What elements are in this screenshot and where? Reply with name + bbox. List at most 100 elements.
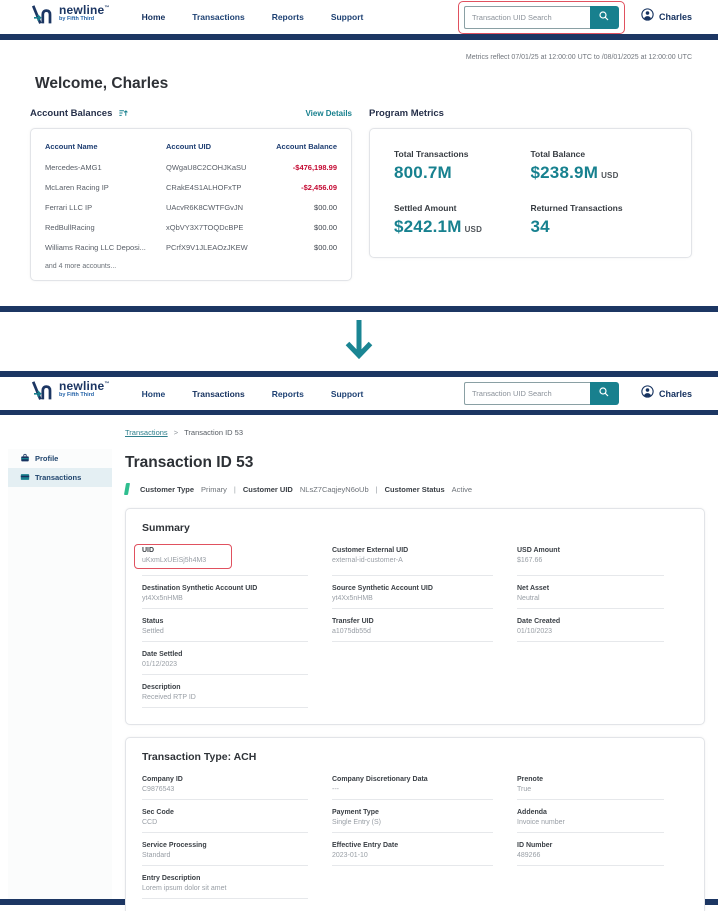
more-accounts-note[interactable]: and 4 more accounts...: [45, 263, 117, 270]
user-menu[interactable]: Charles: [641, 8, 692, 26]
col-account-uid: Account UID: [165, 142, 211, 151]
transaction-detail-body: Profile Transactions Transactions > Tran…: [0, 415, 718, 911]
field-company-id: Company ID C9876543: [142, 776, 308, 800]
brand-name: newline™: [59, 379, 110, 393]
sidebar-item-label: Transactions: [35, 473, 82, 482]
brand-name: newline™: [59, 2, 110, 17]
field-date-settled: Date Settled 01/12/2023: [142, 651, 308, 675]
brand-subtitle: by Fifth Third: [59, 392, 95, 398]
nav-support[interactable]: Support: [330, 12, 364, 22]
uid-highlight-box: UID uKxmLxUEiSj5h4M3: [134, 544, 232, 569]
nav-reports[interactable]: Reports: [271, 388, 304, 399]
field-usd-amount: USD Amount $167.66: [517, 547, 664, 576]
customer-info-bar: Customer Type Primary | Customer UID NLs…: [123, 483, 705, 495]
top-navbar: newline™ by Fifth Third Home Transaction…: [0, 377, 718, 410]
account-uid: xQbVY3X7TOQDcBPE: [165, 222, 244, 232]
account-name: McLaren Racing IP: [45, 182, 109, 192]
sidebar-item-profile[interactable]: Profile: [8, 449, 112, 468]
customer-uid-label: Customer UID: [242, 484, 293, 494]
program-metrics-title: Program Metrics: [369, 107, 444, 119]
user-name: Charles: [658, 388, 692, 399]
search-input[interactable]: [463, 382, 590, 405]
metrics-date-note: Metrics reflect 07/01/25 at 12:00:00 UTC…: [465, 54, 692, 61]
main-nav: Home Transactions Reports Support: [142, 12, 364, 22]
divider-bar: [0, 306, 718, 312]
field-date-created: Date Created 01/10/2023: [517, 618, 664, 642]
field-id-number: ID Number 489266: [517, 842, 664, 866]
nav-home[interactable]: Home: [141, 388, 166, 399]
customer-status-label: Customer Status: [384, 484, 445, 494]
nav-transactions[interactable]: Transactions: [192, 12, 245, 22]
newline-logo-mark-icon: [30, 380, 54, 407]
table-row: McLaren Racing IP CRakE4S1ALHOFxTP -$2,4…: [45, 177, 337, 197]
field-source-synthetic-account-uid: Source Synthetic Account UID yt4Xx5nHMB: [332, 585, 493, 609]
customer-status-value: Active: [451, 484, 473, 494]
field-sec-code: Sec Code CCD: [142, 809, 308, 833]
field-addenda: Addenda Invoice number: [517, 809, 664, 833]
field-status: Status Settled: [142, 618, 308, 642]
breadcrumb-transactions-link[interactable]: Transactions: [125, 428, 168, 437]
breadcrumb: Transactions > Transaction ID 53: [125, 415, 705, 437]
metric-returned-transactions: Returned Transactions 34: [530, 203, 623, 236]
search-icon: [598, 386, 610, 401]
ach-card: Transaction Type: ACH Company ID C987654…: [125, 737, 705, 911]
summary-card: Summary UID uKxmLxUEiSj5h4M3 Customer Ex…: [125, 508, 705, 725]
nav-reports[interactable]: Reports: [271, 12, 304, 22]
account-name: Williams Racing LLC Deposi...: [45, 242, 146, 252]
breadcrumb-separator: >: [173, 428, 179, 437]
metric-total-transactions: Total Transactions 800.7M: [394, 149, 469, 182]
avatar-icon: [641, 8, 654, 26]
nav-transactions[interactable]: Transactions: [192, 388, 245, 399]
program-metrics-card: Total Transactions 800.7M Total Balance …: [369, 128, 692, 258]
field-uid: UID uKxmLxUEiSj5h4M3: [134, 544, 308, 576]
page-title: Transaction ID 53: [125, 454, 254, 471]
sidebar-item-transactions[interactable]: Transactions: [8, 468, 112, 487]
col-account-name: Account Name: [45, 142, 98, 151]
search-input[interactable]: [463, 5, 590, 29]
divider-bar: [0, 34, 718, 40]
field-net-asset: Net Asset Neutral: [517, 585, 664, 609]
view-details-link[interactable]: View Details: [305, 108, 352, 118]
field-service-processing: Service Processing Standard: [142, 842, 308, 866]
account-name: RedBullRacing: [45, 222, 95, 232]
user-name: Charles: [658, 12, 692, 22]
nav-support[interactable]: Support: [330, 388, 364, 399]
briefcase-icon: [20, 453, 30, 465]
transition-gap: [0, 312, 718, 371]
summary-title: Summary: [142, 522, 190, 534]
account-balances-title: Account Balances: [30, 107, 113, 119]
table-row: Ferrari LLC IP UAcvR6K8CWTFGvJN $00.00: [45, 197, 337, 217]
user-menu[interactable]: Charles: [641, 384, 692, 403]
nav-home[interactable]: Home: [141, 12, 166, 22]
newline-logo[interactable]: newline™ by Fifth Third: [30, 380, 110, 407]
divider-bar: [0, 371, 718, 377]
brand-subtitle: by Fifth Third: [59, 15, 95, 22]
active-status-flag-icon: [123, 483, 131, 495]
field-payment-type: Payment Type Single Entry (S): [332, 809, 493, 833]
account-uid: PCrfX9V1JLEAOzJKEW: [165, 242, 248, 252]
sidebar: Profile Transactions: [8, 449, 112, 899]
account-uid: CRakE4S1ALHOFxTP: [165, 182, 242, 192]
main-nav: Home Transactions Reports Support: [142, 389, 364, 399]
search-button[interactable]: [589, 5, 619, 29]
search-button[interactable]: [589, 382, 619, 405]
table-row: RedBullRacing xQbVY3X7TOQDcBPE $00.00: [45, 217, 337, 237]
field-prenote: Prenote True: [517, 776, 664, 800]
account-balances-card: Account Name Account UID Account Balance…: [30, 128, 352, 281]
newline-logo-mark-icon: [30, 4, 54, 31]
account-name: Mercedes-AMG1: [45, 162, 102, 172]
account-balance: -$2,456.09: [301, 182, 337, 192]
field-effective-entry-date: Effective Entry Date 2023-01-10: [332, 842, 493, 866]
sort-icon[interactable]: [118, 108, 129, 119]
avatar-icon: [641, 384, 654, 403]
account-balance: -$476,198.99: [292, 162, 337, 172]
metric-total-balance: Total Balance $238.9M USD: [530, 149, 619, 182]
account-balance: $00.00: [314, 242, 337, 252]
account-uid: UAcvR6K8CWTFGvJN: [165, 202, 244, 212]
customer-uid-value: NLsZ7CaqjeyN6oUb: [299, 484, 369, 494]
sidebar-item-label: Profile: [35, 454, 59, 463]
search-group: [458, 377, 625, 410]
search-group-highlighted: [457, 0, 625, 34]
newline-logo[interactable]: newline™ by Fifth Third: [30, 4, 110, 31]
